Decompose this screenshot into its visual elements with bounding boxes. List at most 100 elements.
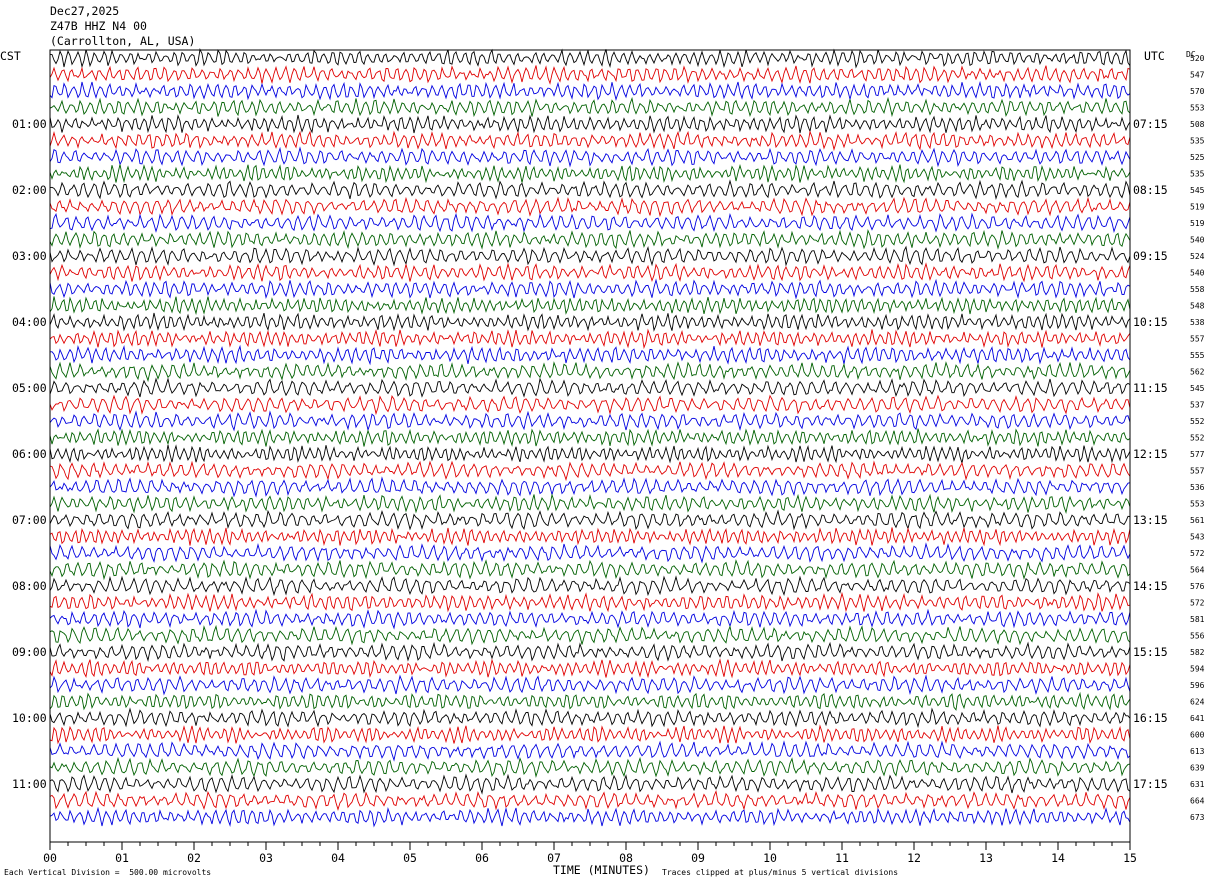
dc-offset-label: 581: [1190, 615, 1205, 624]
trace-40: [49, 691, 1131, 711]
trace-8: [49, 163, 1131, 184]
trace-11: [49, 212, 1131, 234]
dc-offset-label: 547: [1190, 71, 1205, 80]
trace-5: [49, 114, 1131, 134]
trace-31: [49, 542, 1131, 564]
left-hour-label: 02:00: [12, 183, 47, 197]
trace-22: [49, 394, 1131, 416]
trace-2: [49, 65, 1131, 85]
trace-3: [49, 80, 1131, 102]
x-tick-label: 03: [259, 851, 273, 865]
trace-27: [49, 476, 1131, 498]
footer-scale-note: Each Vertical Division = 500.00 microvol…: [4, 868, 212, 877]
dc-offset-label: 577: [1190, 450, 1205, 459]
trace-4: [49, 96, 1131, 118]
trace-9: [49, 179, 1131, 201]
trace-17: [49, 312, 1131, 332]
dc-offset-label: 543: [1190, 533, 1205, 542]
x-tick-label: 09: [691, 851, 705, 865]
trace-6: [49, 130, 1131, 152]
dc-offset-label: 562: [1190, 368, 1205, 377]
x-tick-label: 10: [763, 851, 777, 865]
dc-offset-label: 664: [1190, 797, 1205, 806]
dc-offset-label: 535: [1190, 170, 1205, 179]
x-tick-label: 14: [1051, 851, 1065, 865]
hour-labels: 01:00 07:15 02:00 08:15 03:00 09:15 04:00 10:15…: [12, 117, 1168, 791]
trace-43: [49, 740, 1131, 762]
trace-20: [49, 361, 1131, 383]
dc-offset-label: 557: [1190, 467, 1205, 476]
left-hour-label: 06:00: [12, 447, 47, 461]
trace-28: [49, 493, 1131, 514]
trace-42: [49, 724, 1131, 745]
right-hour-label: 15:15: [1133, 645, 1168, 659]
right-zone-label: UTC: [1144, 49, 1165, 63]
right-hour-label: 17:15: [1133, 777, 1168, 791]
dc-offset-label: 556: [1190, 632, 1205, 641]
trace-44: [49, 756, 1131, 778]
dc-offset-label: 536: [1190, 483, 1205, 492]
dc-offset-label: 519: [1190, 219, 1205, 228]
x-tick-label: 11: [835, 851, 849, 865]
dc-offset-label: 525: [1190, 153, 1205, 162]
trace-45: [49, 773, 1131, 795]
trace-18: [49, 328, 1131, 350]
dc-offset-label: 600: [1190, 731, 1205, 740]
left-hour-label: 07:00: [12, 513, 47, 527]
trace-15: [49, 278, 1131, 300]
x-tick-label: 13: [979, 851, 993, 865]
dc-offset-label: 572: [1190, 549, 1205, 558]
dc-offset-label: 613: [1190, 747, 1205, 756]
dc-offset-label: 524: [1190, 252, 1205, 261]
dc-offset-label: 582: [1190, 648, 1205, 657]
x-tick-label: 00: [43, 851, 57, 865]
left-hour-label: 03:00: [12, 249, 47, 263]
x-tick-label: 02: [187, 851, 201, 865]
trace-32: [49, 559, 1131, 581]
trace-24: [49, 428, 1131, 447]
right-hour-label: 13:15: [1133, 513, 1168, 527]
trace-14: [49, 262, 1131, 283]
trace-29: [49, 509, 1131, 531]
left-hour-label: 01:00: [12, 117, 47, 131]
right-hour-label: 09:15: [1133, 249, 1168, 263]
right-hour-label: 10:15: [1133, 315, 1168, 329]
x-tick-label: 04: [331, 851, 345, 865]
dc-offset-label: 555: [1190, 351, 1205, 360]
dc-offset-label: 624: [1190, 698, 1205, 707]
dc-offset-label: 540: [1190, 269, 1205, 278]
header-date: Dec27,2025: [50, 4, 120, 18]
left-hour-label: 05:00: [12, 381, 47, 395]
dc-offset-label: 548: [1190, 302, 1205, 311]
dc-offset-label: 639: [1190, 764, 1205, 773]
left-zone-label: CST: [0, 49, 21, 63]
dc-offset-label: 572: [1190, 599, 1205, 608]
x-tick-label: 07: [547, 851, 561, 865]
x-axis-title: TIME (MINUTES): [553, 863, 650, 877]
dc-offset-label: 519: [1190, 203, 1205, 212]
trace-19: [49, 344, 1131, 366]
dc-offset-label: 631: [1190, 780, 1205, 789]
header-location: (Carrollton, AL, USA): [50, 34, 196, 48]
dc-offset-label: 553: [1190, 500, 1205, 509]
dc-offset-label: 535: [1190, 137, 1205, 146]
right-hour-label: 11:15: [1133, 381, 1168, 395]
trace-47: [49, 806, 1131, 828]
x-tick-label: 12: [907, 851, 921, 865]
left-hour-label: 04:00: [12, 315, 47, 329]
trace-33: [49, 575, 1131, 597]
x-tick-label: 06: [475, 851, 489, 865]
trace-39: [49, 674, 1131, 696]
dc-offset-label: 545: [1190, 384, 1205, 393]
dc-offset-label: 538: [1190, 318, 1205, 327]
trace-21: [49, 377, 1131, 398]
dc-offset-label: 673: [1190, 813, 1205, 822]
left-hour-label: 10:00: [12, 711, 47, 725]
trace-10: [49, 196, 1131, 218]
footer-clip-note: Traces clipped at plus/minus 5 vertical …: [662, 868, 899, 877]
trace-34: [49, 591, 1131, 613]
left-hour-label: 09:00: [12, 645, 47, 659]
left-hour-label: 11:00: [12, 777, 47, 791]
right-hour-label: 14:15: [1133, 579, 1168, 593]
